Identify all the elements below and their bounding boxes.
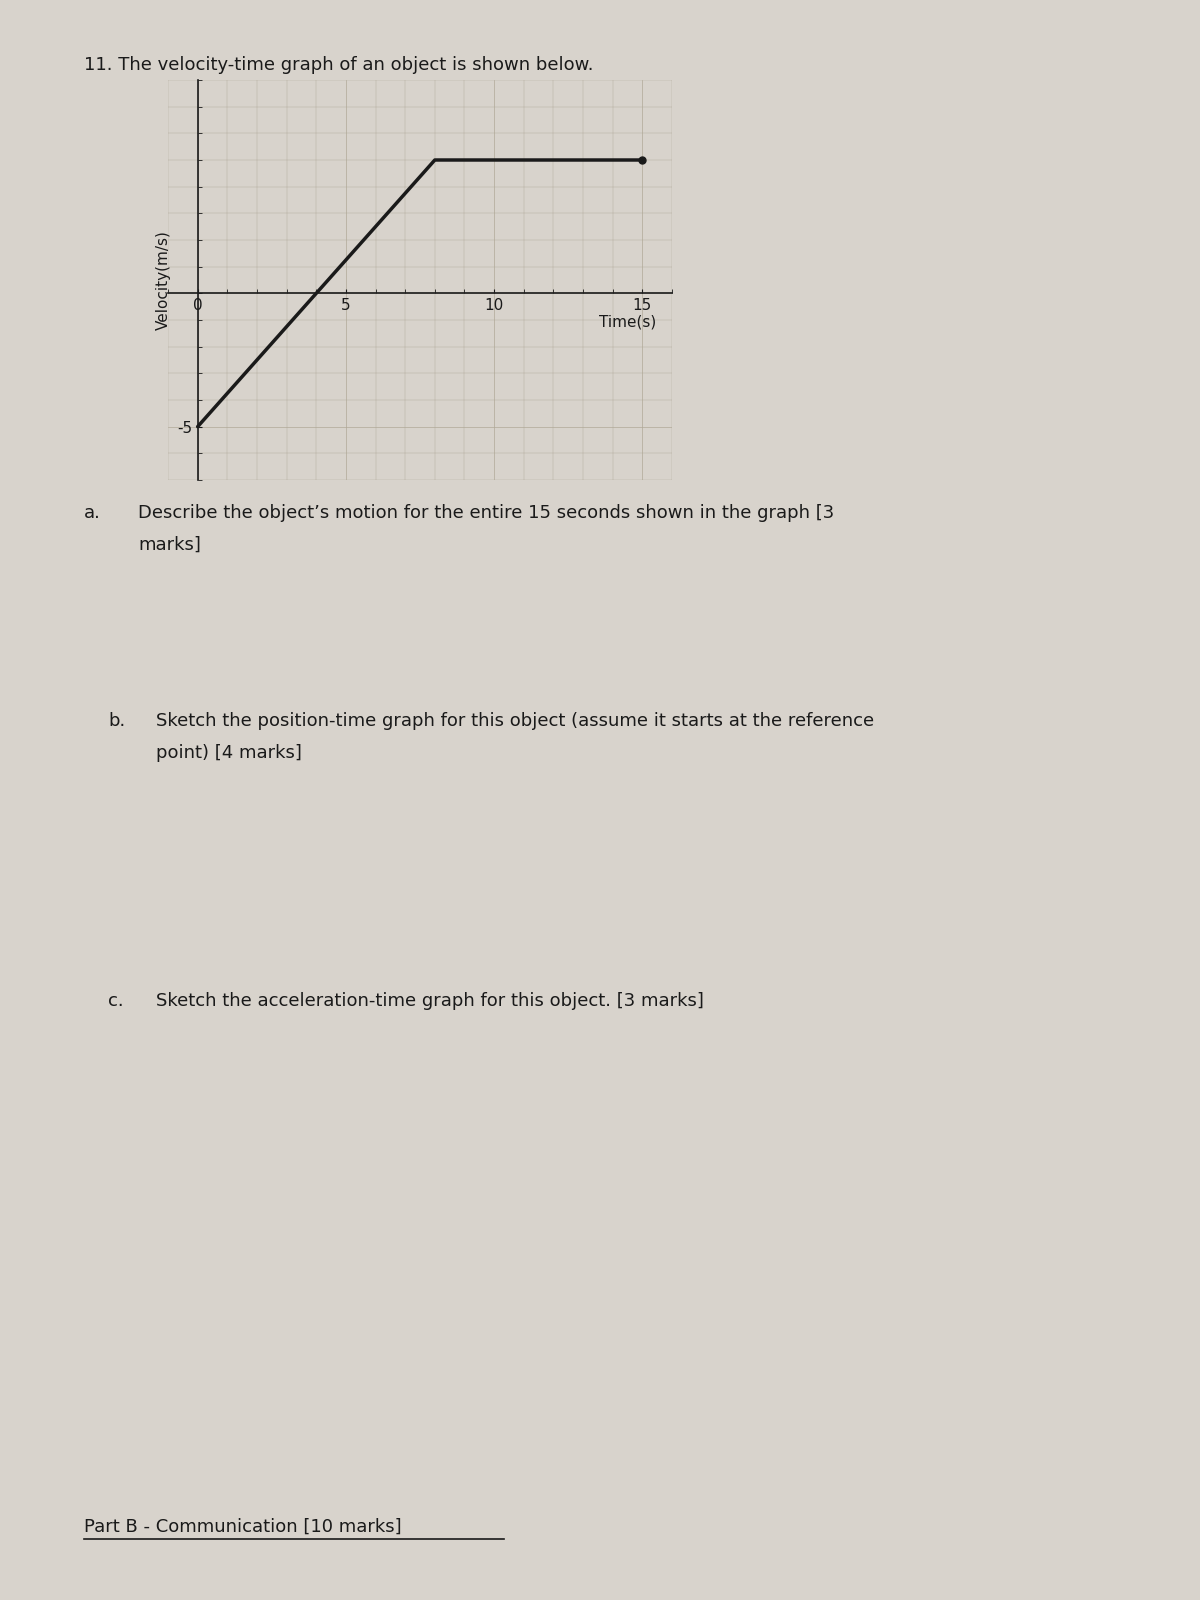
Y-axis label: Velocity(m/s): Velocity(m/s) [156, 230, 170, 330]
Text: Time(s): Time(s) [599, 315, 656, 330]
Text: a.: a. [84, 504, 101, 522]
Text: 11. The velocity-time graph of an object is shown below.: 11. The velocity-time graph of an object… [84, 56, 594, 74]
Text: c.: c. [108, 992, 124, 1010]
Text: marks]: marks] [138, 536, 200, 554]
Text: point) [4 marks]: point) [4 marks] [156, 744, 302, 762]
Text: Part B - Communication [10 marks]: Part B - Communication [10 marks] [84, 1518, 402, 1536]
Text: Sketch the acceleration-time graph for this object. [3 marks]: Sketch the acceleration-time graph for t… [156, 992, 704, 1010]
Text: Describe the object’s motion for the entire 15 seconds shown in the graph [3: Describe the object’s motion for the ent… [138, 504, 834, 522]
Text: Sketch the position-time graph for this object (assume it starts at the referenc: Sketch the position-time graph for this … [156, 712, 874, 730]
Text: b.: b. [108, 712, 125, 730]
